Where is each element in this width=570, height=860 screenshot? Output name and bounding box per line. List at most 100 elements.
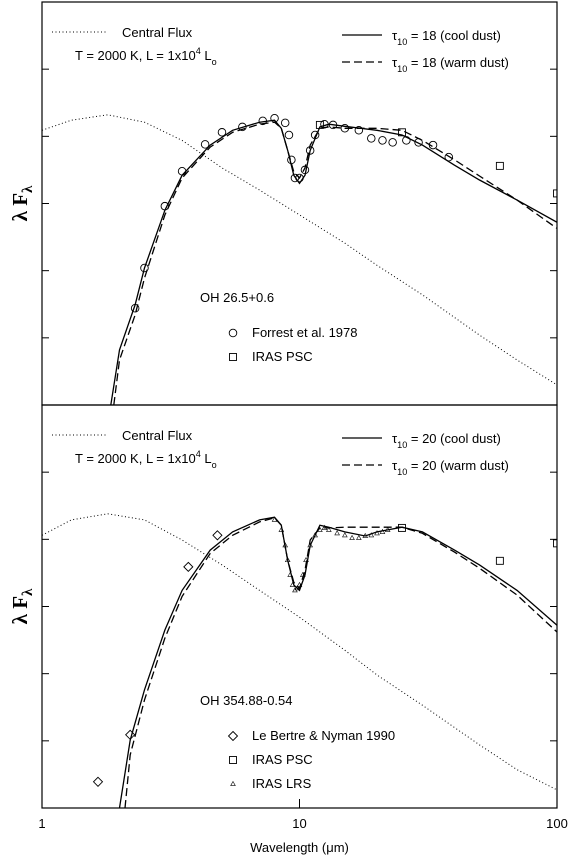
data-point: [290, 173, 300, 183]
legend-label: IRAS PSC: [252, 752, 313, 767]
legend-label-part: 10: [397, 64, 407, 74]
data-point: [553, 539, 557, 548]
data-point: [217, 128, 227, 137]
data-point: [278, 526, 285, 532]
data-point: [295, 173, 304, 183]
data-point: [553, 189, 557, 198]
data-point: [303, 557, 309, 563]
data-point: [294, 585, 301, 591]
legend-label-part: IRAS PSC: [252, 349, 313, 364]
legend-label-part: Forrest et al. 1978: [252, 325, 358, 340]
line-series: [113, 121, 557, 405]
data-point: [378, 136, 387, 145]
x-tick-label: 1: [38, 816, 45, 831]
line-series: [124, 517, 557, 808]
data-point: [326, 526, 332, 532]
legend-marker: [228, 328, 238, 338]
data-point: [495, 161, 504, 170]
x-tick-label: 10: [292, 816, 306, 831]
data-point: [334, 530, 340, 536]
data-point: [402, 136, 411, 145]
legend-label-part: IRAS LRS: [252, 776, 312, 791]
data-point: [354, 126, 364, 135]
data-point: [280, 118, 290, 128]
legend-label: Forrest et al. 1978: [252, 325, 358, 340]
y-axis-label-part: λ: [20, 588, 36, 596]
data-point: [317, 526, 323, 532]
legend-label-part: Central Flux: [122, 25, 193, 40]
legend-marker: [230, 780, 236, 786]
legend-label: τ10 = 18 (cool dust): [392, 28, 501, 47]
legend-label: Le Bertre & Nyman 1990: [252, 728, 395, 743]
legend-label: τ10 = 18 (warm dust): [392, 55, 509, 74]
data-point: [300, 165, 310, 175]
data-point: [296, 581, 303, 587]
annotation-part: T = 2000 K, L = 1x10: [75, 451, 196, 466]
data-point: [368, 532, 375, 538]
data-point: [282, 542, 289, 548]
data-point: [183, 561, 194, 573]
annotation-part: T = 2000 K, L = 1x10: [75, 48, 196, 63]
data-point: [92, 776, 104, 787]
annotation-part: o: [212, 460, 217, 470]
data-point: [130, 304, 140, 313]
x-axis-label: Wavelength (μm): [250, 840, 349, 855]
data-point: [140, 263, 149, 273]
data-point: [320, 119, 329, 129]
legend-label-part: = 20 (cool dust): [407, 431, 501, 446]
legend-label-part: 10: [397, 37, 407, 47]
data-point: [238, 122, 247, 132]
legend-label: Central Flux: [122, 25, 193, 40]
data-point: [307, 542, 313, 548]
legend-label-part: = 20 (warm dust): [407, 458, 509, 473]
object-label: OH 354.88-0.54: [200, 693, 293, 708]
legend-label-part: Central Flux: [122, 428, 193, 443]
data-point: [495, 556, 504, 565]
data-point: [362, 532, 369, 538]
data-point: [374, 530, 380, 536]
data-point: [384, 526, 391, 532]
legend-label: Central Flux: [122, 428, 193, 443]
legend-marker: [229, 756, 237, 764]
plot-area: [42, 513, 557, 808]
x-tick-label: 100: [546, 816, 568, 831]
data-point: [315, 120, 324, 129]
data-point: [287, 155, 296, 165]
legend-label-part: 10: [397, 440, 407, 450]
legend-label: IRAS PSC: [252, 349, 313, 364]
legend-marker: [229, 353, 237, 361]
data-point: [342, 532, 348, 538]
data-point: [289, 581, 296, 587]
annotation-part: o: [212, 57, 217, 67]
annotation: T = 2000 K, L = 1x104 Lo: [75, 449, 217, 470]
legend-label-part: 10: [397, 467, 407, 477]
data-point: [356, 534, 362, 540]
y-axis-label: λ Fλ: [8, 588, 36, 624]
annotation: T = 2000 K, L = 1x104 Lo: [75, 46, 217, 67]
data-point: [305, 146, 315, 155]
line-series: [118, 516, 557, 808]
data-point: [312, 532, 318, 538]
data-point: [444, 152, 454, 162]
data-point: [388, 138, 397, 147]
line-series: [42, 513, 557, 791]
data-point: [284, 130, 294, 140]
y-axis-label-part: λ: [20, 185, 36, 193]
data-point: [340, 124, 350, 133]
data-point: [398, 523, 406, 532]
data-point: [367, 134, 376, 143]
data-point: [160, 201, 170, 211]
data-point: [299, 571, 306, 577]
legend-label-part: τ: [392, 28, 398, 43]
data-point: [321, 524, 328, 530]
legend-label-part: τ: [392, 431, 398, 446]
data-point: [212, 530, 223, 541]
y-axis-label-part: λ F: [8, 596, 32, 624]
data-point: [258, 116, 268, 126]
data-point: [284, 557, 291, 563]
data-point: [270, 113, 279, 123]
legend-label: τ10 = 20 (cool dust): [392, 431, 501, 450]
data-point: [310, 130, 320, 140]
data-point: [428, 140, 438, 150]
